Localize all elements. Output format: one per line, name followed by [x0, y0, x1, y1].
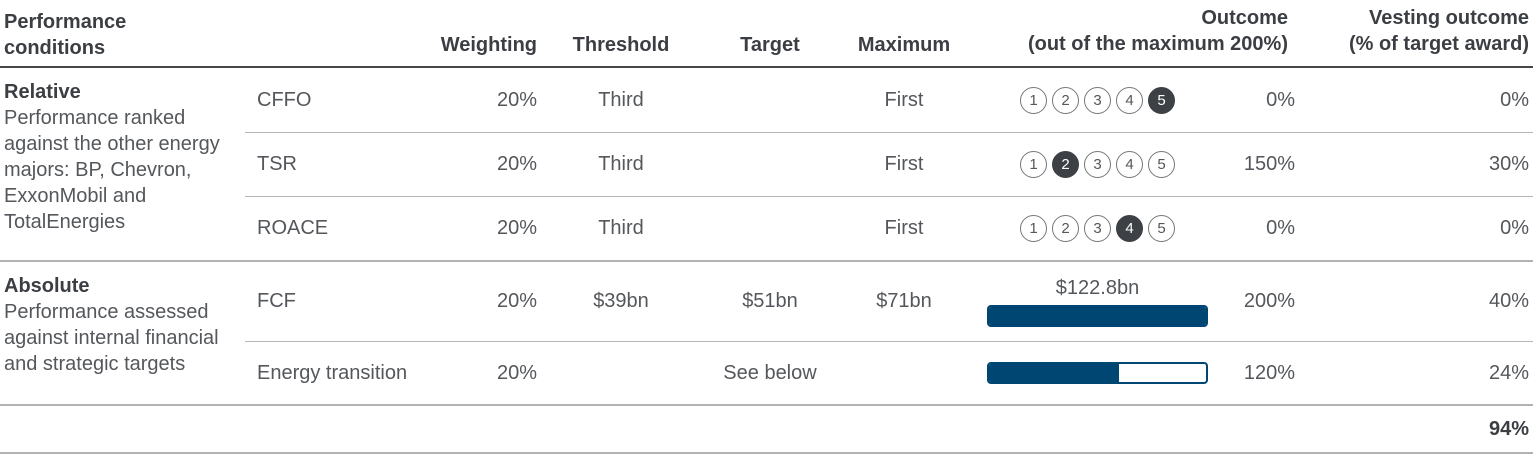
section-title: Absolute	[4, 275, 90, 297]
section-absolute-rows: FCF 20% $39bn $51bn $71bn $122.8bn 200% …	[245, 262, 1533, 404]
outcome-cell: 0%	[1266, 88, 1295, 111]
table-row-roace: ROACE 20% Third First 1 2 3 4 5 0% 0%	[245, 196, 1533, 260]
section-absolute-description: Absolute Performance assessed against in…	[0, 262, 245, 404]
section-relative: Relative Performance ranked against the …	[0, 68, 1533, 260]
progress-bar-fill	[989, 364, 1120, 382]
metric-cell: FCF	[257, 290, 296, 312]
bar-value-label: $122.8bn	[1055, 277, 1140, 299]
maximum-cell: First	[884, 88, 924, 111]
rank-indicator: 1 2 3 4 5	[973, 215, 1208, 242]
rank-circle-1: 1	[1020, 151, 1047, 178]
weighting-cell: 20%	[496, 217, 537, 239]
header-threshold: Threshold	[572, 34, 670, 56]
table-row-cffo: CFFO 20% Third First 1 2 3 4 5 0% 0%	[245, 68, 1533, 132]
total-vesting-row: 94%	[0, 404, 1533, 454]
table-row-fcf: FCF 20% $39bn $51bn $71bn $122.8bn 200% …	[245, 262, 1533, 341]
progress-bar-group: $122.8bn	[987, 276, 1208, 327]
rank-circle-3: 3	[1084, 215, 1111, 242]
maximum-cell: First	[884, 153, 924, 175]
metric-cell: Energy transition	[257, 361, 408, 384]
header-weighting: Weighting	[440, 34, 537, 56]
vesting-cell: 24%	[1488, 361, 1529, 384]
outcome-cell: 0%	[1266, 217, 1295, 239]
rank-circle-1: 1	[1020, 215, 1047, 242]
outcome-bar-cell	[973, 362, 1208, 384]
outcome-cell: 120%	[1243, 361, 1295, 384]
vesting-cell: 40%	[1488, 290, 1529, 312]
header-outcome: Outcome (out of the maximum 200%)	[973, 5, 1295, 57]
progress-bar-group	[987, 362, 1208, 384]
header-target: Target	[740, 34, 800, 56]
performance-conditions-table: Performance conditions Weighting Thresho…	[0, 0, 1533, 454]
threshold-cell: Third	[598, 217, 644, 239]
header-outcome-line1: Outcome	[1201, 7, 1288, 29]
section-description-text: Performance assessed against internal fi…	[4, 301, 219, 375]
section-absolute: Absolute Performance assessed against in…	[0, 260, 1533, 404]
section-relative-rows: CFFO 20% Third First 1 2 3 4 5 0% 0%	[245, 68, 1533, 260]
outcome-cell: 200%	[1243, 290, 1295, 312]
rank-circle-5: 5	[1148, 151, 1175, 178]
threshold-cell: Third	[598, 88, 644, 111]
rank-circle-1: 1	[1020, 86, 1047, 114]
rank-circles: 1 2 3 4 5	[1020, 86, 1175, 114]
weighting-cell: 20%	[496, 88, 537, 111]
vesting-cell: 0%	[1500, 88, 1529, 111]
progress-bar	[987, 305, 1208, 327]
rank-indicator: 1 2 3 4 5	[973, 86, 1208, 114]
target-cell: See below	[723, 361, 817, 384]
weighting-cell: 20%	[496, 290, 537, 312]
section-relative-description: Relative Performance ranked against the …	[0, 68, 245, 260]
header-outcome-line2: (out of the maximum 200%)	[1027, 33, 1288, 55]
header-vesting-line2: (% of target award)	[1348, 33, 1529, 55]
metric-cell: CFFO	[257, 88, 312, 111]
header-vesting-line1: Vesting outcome	[1368, 7, 1529, 29]
table-header-row: Performance conditions Weighting Thresho…	[0, 0, 1533, 68]
header-columns: Weighting Threshold Target Maximum Outco…	[245, 0, 1533, 66]
progress-bar-fill	[989, 307, 1206, 325]
outcome-cell: 150%	[1243, 153, 1295, 175]
table-row-tsr: TSR 20% Third First 1 2 3 4 5 150% 30%	[245, 132, 1533, 196]
rank-circle-2: 2	[1052, 86, 1079, 114]
rank-circle-2: 2	[1052, 151, 1079, 178]
outcome-bar-cell: $122.8bn	[973, 276, 1208, 327]
table-row-energy-transition: Energy transition 20% See below 120% 24%	[245, 341, 1533, 404]
rank-circle-2: 2	[1052, 215, 1079, 242]
header-vesting-outcome: Vesting outcome (% of target award)	[1295, 5, 1533, 57]
threshold-cell: $39bn	[593, 290, 649, 312]
header-maximum: Maximum	[857, 34, 951, 56]
maximum-cell: First	[884, 217, 924, 239]
rank-circles: 1 2 3 4 5	[1020, 151, 1175, 178]
rank-indicator: 1 2 3 4 5	[973, 151, 1208, 178]
metric-cell: ROACE	[257, 217, 329, 239]
threshold-cell: Third	[598, 153, 644, 175]
rank-circle-4: 4	[1116, 86, 1143, 114]
rank-circle-5: 5	[1148, 215, 1175, 242]
rank-circle-3: 3	[1084, 86, 1111, 114]
rank-circles: 1 2 3 4 5	[1020, 215, 1175, 242]
header-performance-conditions-cell: Performance conditions	[0, 0, 245, 66]
progress-bar	[987, 362, 1208, 384]
rank-circle-4: 4	[1116, 151, 1143, 178]
performance-conditions-heading: Performance conditions	[4, 11, 127, 59]
maximum-cell: $71bn	[876, 290, 932, 312]
weighting-cell: 20%	[496, 153, 537, 175]
rank-circle-4: 4	[1116, 215, 1143, 242]
vesting-cell: 30%	[1488, 153, 1529, 175]
weighting-cell: 20%	[496, 361, 537, 384]
section-title: Relative	[4, 81, 81, 103]
total-vesting-value: 94%	[1488, 417, 1529, 440]
vesting-cell: 0%	[1500, 217, 1529, 239]
rank-circle-5: 5	[1148, 86, 1175, 114]
target-cell: $51bn	[742, 290, 798, 312]
section-description-text: Performance ranked against the other ene…	[4, 107, 220, 233]
metric-cell: TSR	[257, 153, 297, 175]
rank-circle-3: 3	[1084, 151, 1111, 178]
